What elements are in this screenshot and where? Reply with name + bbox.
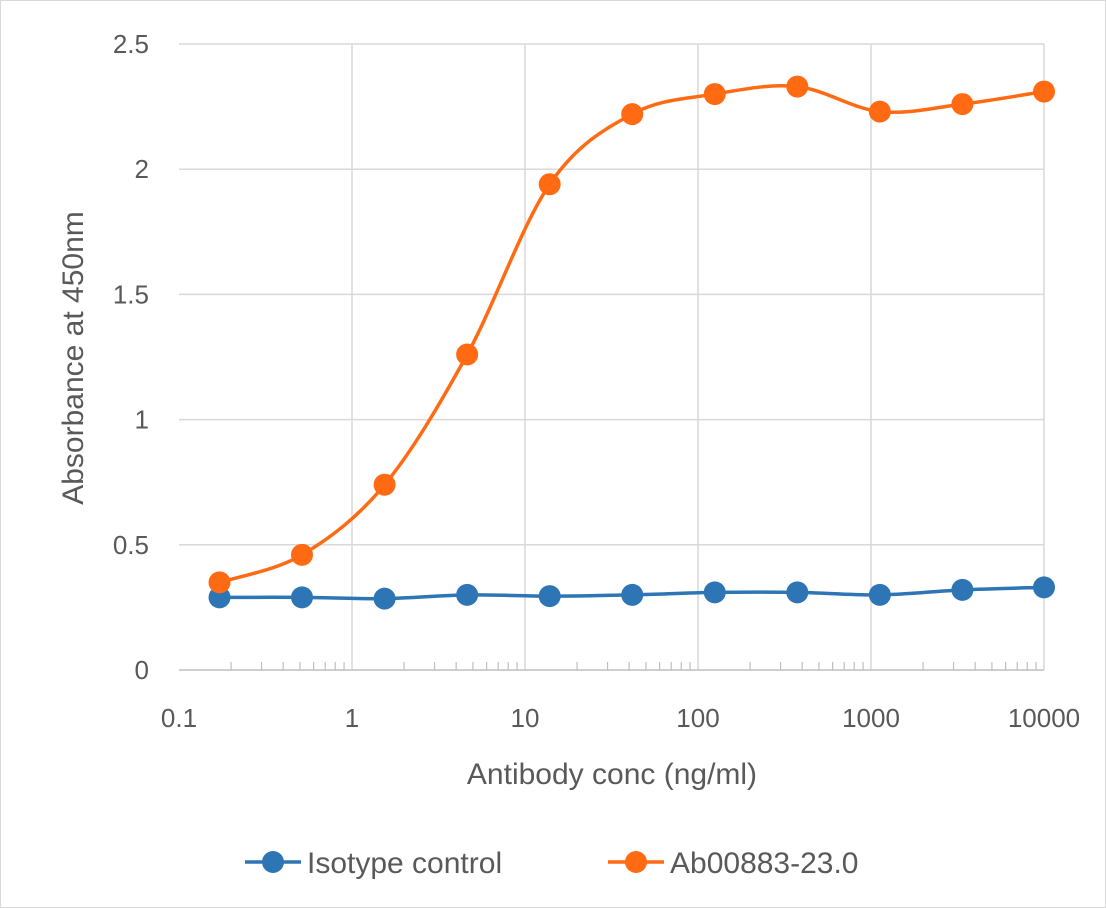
y-tick-label: 1.5 xyxy=(113,279,149,309)
series-layer xyxy=(208,75,1055,610)
series-1-point xyxy=(868,100,891,123)
series-1-point xyxy=(208,571,231,594)
series-1-point xyxy=(538,173,561,196)
x-tick-label: 100 xyxy=(676,703,719,733)
x-tick-label: 10 xyxy=(511,703,540,733)
series-1-point xyxy=(786,75,809,98)
series-1-point xyxy=(951,93,974,116)
legend-marker-0 xyxy=(262,851,284,873)
x-tick-label: 10000 xyxy=(1008,703,1080,733)
series-0-point xyxy=(621,583,644,606)
series-0-point xyxy=(951,578,974,601)
label-layer: 0 0.5 1 1.5 2 2.5 0.1 1 10 100 1000 10000 xyxy=(113,29,1080,733)
series-0-point xyxy=(290,586,313,609)
series-0-point xyxy=(373,587,396,610)
legend-label-1: Ab00883-23.0 xyxy=(670,847,859,880)
y-tick-label: 0.5 xyxy=(113,530,149,560)
series-0-point xyxy=(538,585,561,608)
series-1-point xyxy=(1033,80,1055,103)
legend-label-0: Isotype control xyxy=(307,847,502,880)
y-tick-label: 0 xyxy=(135,655,149,685)
x-tick-label: 0.1 xyxy=(161,703,197,733)
legend-marker-1 xyxy=(625,851,647,873)
series-0-point xyxy=(456,583,479,606)
y-axis-title: Absorbance at 450nm xyxy=(57,211,90,505)
series-1-point xyxy=(456,343,479,366)
series-0-point xyxy=(703,581,726,604)
series-1-point xyxy=(290,543,313,566)
series-1-point xyxy=(703,83,726,106)
x-axis-title: Antibody conc (ng/ml) xyxy=(467,758,757,791)
x-tick-label: 1000 xyxy=(842,703,900,733)
y-tick-label: 2.5 xyxy=(113,29,149,59)
series-1-point xyxy=(621,103,644,126)
y-tick-label: 1 xyxy=(135,405,149,435)
x-tick-label: 1 xyxy=(345,703,359,733)
series-0-point xyxy=(1033,576,1055,599)
series-0-point xyxy=(868,583,891,606)
y-tick-label: 2 xyxy=(135,154,149,184)
series-0-point xyxy=(786,581,809,604)
series-line-1 xyxy=(217,84,1046,585)
grid-layer xyxy=(179,43,1045,670)
series-1-point xyxy=(373,473,396,496)
minor-tick-layer xyxy=(230,662,1037,670)
legend: Isotype control Ab00883-23.0 xyxy=(245,847,859,880)
